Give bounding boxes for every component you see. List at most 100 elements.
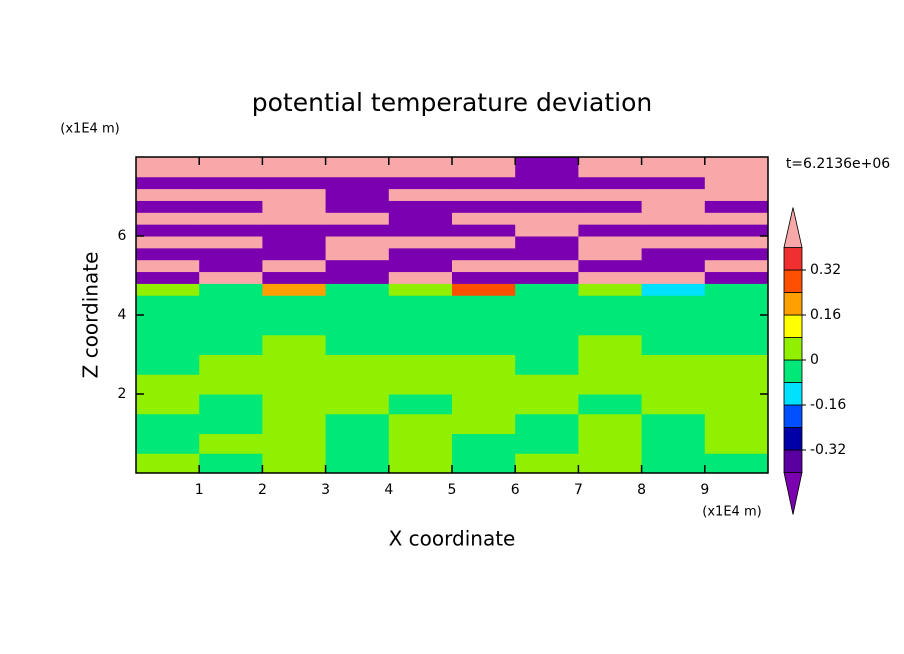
contour-cell	[704, 224, 769, 237]
time-annotation: t=6.2136e+06	[786, 156, 890, 172]
contour-cell	[452, 394, 516, 415]
contour-cell	[325, 283, 390, 296]
contour-cell	[704, 315, 769, 336]
contour-cell	[199, 374, 263, 395]
contour-cell	[136, 334, 200, 355]
colorbar-tick-label: -0.32	[810, 442, 846, 458]
contour-cell	[388, 236, 453, 249]
contour-cell	[199, 433, 263, 454]
contour-cell	[262, 334, 327, 355]
contour-cell	[578, 176, 643, 190]
contour-cell	[641, 176, 706, 190]
contour-cell	[262, 247, 327, 261]
contour-cell	[641, 315, 706, 336]
y-unit: (x1E4 m)	[60, 122, 119, 137]
colorbar-box	[783, 382, 803, 406]
chart-title: potential temperature deviation	[252, 88, 652, 117]
contour-cell	[199, 200, 263, 213]
contour-cell	[199, 176, 263, 190]
contour-cell	[262, 374, 327, 395]
contour-cell	[325, 413, 390, 434]
contour-cell	[262, 188, 327, 201]
contour-cell	[199, 315, 263, 336]
contour-cell	[578, 247, 643, 261]
contour-cell	[515, 413, 579, 434]
colorbar-box	[783, 314, 803, 338]
contour-cell	[388, 334, 453, 355]
contour-cell	[199, 334, 263, 355]
contour-cell	[325, 176, 390, 190]
contour-cell	[136, 271, 200, 284]
contour-cell	[262, 315, 327, 336]
contour-cell	[325, 334, 390, 355]
contour-cell	[136, 433, 200, 454]
contour-cell	[515, 315, 579, 336]
contour-cell	[262, 283, 327, 296]
contour-cell	[515, 157, 579, 178]
contour-cell	[641, 295, 706, 316]
contour-cell	[452, 271, 516, 284]
contour-cell	[325, 212, 390, 225]
contour-cell	[452, 453, 516, 474]
contour-cell	[452, 259, 516, 273]
x-tick-label: 2	[258, 482, 267, 498]
colorbar-box	[783, 247, 803, 271]
x-tick-label: 7	[574, 482, 583, 498]
contour-cell	[578, 315, 643, 336]
colorbar-box	[783, 449, 803, 473]
colorbar-tick-label: 0.32	[810, 262, 841, 278]
x-tick-label: 6	[511, 482, 520, 498]
contour-cell	[199, 394, 263, 415]
contour-cell	[199, 224, 263, 237]
contour-cell	[388, 413, 453, 434]
contour-cell	[199, 271, 263, 284]
contour-cell	[515, 433, 579, 454]
contour-cell	[388, 200, 453, 213]
contour-cell	[199, 413, 263, 434]
colorbar-box	[783, 404, 803, 428]
contour-cell	[262, 453, 327, 474]
contour-cell	[578, 188, 643, 201]
contour-cell	[388, 374, 453, 395]
contour-cell	[578, 374, 643, 395]
contour-cell	[578, 354, 643, 375]
contour-cell	[262, 271, 327, 284]
contour-cell	[641, 224, 706, 237]
contour-cell	[578, 224, 643, 237]
contour-cell	[452, 236, 516, 249]
contour-cell	[578, 394, 643, 415]
contour-cell	[515, 453, 579, 474]
x-tick-label: 4	[384, 482, 393, 498]
contour-cell	[262, 224, 327, 237]
y-tick-label: 6	[118, 228, 127, 244]
x-tick-label: 9	[700, 482, 709, 498]
contour-cell	[704, 374, 769, 395]
contour-cell	[515, 200, 579, 213]
contour-cell	[641, 453, 706, 474]
colorbar-box	[783, 292, 803, 316]
contour-cell	[641, 259, 706, 273]
colorbar-box	[783, 337, 803, 361]
contour-cell	[388, 157, 453, 178]
contour-cell	[262, 295, 327, 316]
contour-cell	[704, 283, 769, 296]
x-tick-label: 5	[448, 482, 457, 498]
contour-cell	[452, 374, 516, 395]
contour-cell	[136, 295, 200, 316]
contour-cell	[262, 157, 327, 178]
contour-cell	[199, 354, 263, 375]
contour-cell	[325, 271, 390, 284]
contour-cell	[136, 200, 200, 213]
contour-cell	[578, 413, 643, 434]
contour-cell	[199, 259, 263, 273]
contour-cell	[452, 295, 516, 316]
contour-cell	[515, 236, 579, 249]
contour-cell	[515, 247, 579, 261]
x-axis-label: X coordinate	[389, 527, 516, 551]
contour-cell	[325, 315, 390, 336]
contour-cell	[704, 188, 769, 201]
colorbar-box	[783, 269, 803, 293]
contour-cell	[136, 413, 200, 434]
contour-cell	[515, 224, 579, 237]
contour-cell	[325, 188, 390, 201]
